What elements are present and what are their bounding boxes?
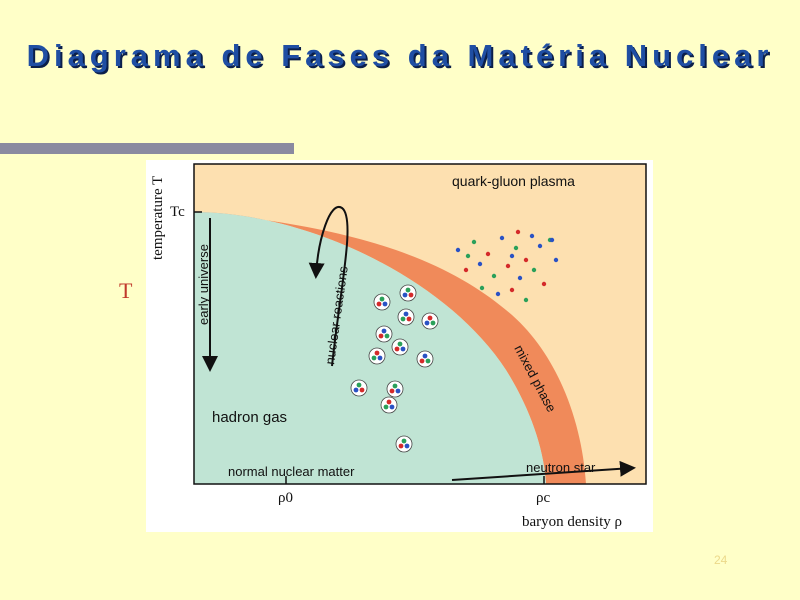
title-divider	[0, 143, 294, 154]
hadron-particle	[399, 284, 417, 302]
hadron-particle	[386, 380, 404, 398]
slide-title: Diagrama de Fases da Matéria Nuclear	[26, 38, 774, 73]
neutron-star-arrow	[451, 460, 636, 481]
hadron-gas-label: hadron gas	[212, 409, 287, 426]
hadron-particle	[375, 325, 393, 343]
hadron-particle	[350, 379, 368, 397]
hadron-particle	[373, 293, 391, 311]
phase-diagram-figure: temperature T baryon density ρ Tc ρ0 ρc …	[146, 160, 653, 532]
x-axis-label: baryon density ρ	[522, 514, 622, 530]
early-universe-label: early universe	[196, 244, 211, 325]
hadron-particles	[350, 284, 439, 453]
qgp-label: quark-gluon plasma	[452, 173, 575, 189]
neutron-star-label: neutron star	[526, 460, 596, 475]
rhoc-label: ρc	[536, 490, 550, 506]
hadron-particle	[380, 396, 398, 414]
tc-label: Tc	[170, 204, 185, 220]
mixed-phase-region	[194, 212, 586, 484]
hadron-particle	[391, 338, 409, 356]
hadron-particle	[416, 350, 434, 368]
plot-frame	[193, 163, 647, 485]
side-letter: T	[119, 278, 133, 303]
normal-nuclear-matter-label: normal nuclear matter	[228, 464, 355, 479]
page-number: 24	[714, 553, 728, 567]
rho0-label: ρ0	[278, 490, 293, 506]
hadron-particle	[397, 308, 415, 326]
y-axis-label: temperature T	[150, 176, 166, 260]
hadron-particle	[395, 435, 413, 453]
hadron-particle	[421, 312, 439, 330]
quark-particles	[455, 229, 559, 303]
hadron-gas-region	[194, 212, 546, 484]
hadron-particle	[368, 347, 386, 365]
phase-diagram-svg: temperature T baryon density ρ Tc ρ0 ρc …	[146, 160, 653, 532]
nuclear-reactions-arrow	[308, 205, 349, 367]
